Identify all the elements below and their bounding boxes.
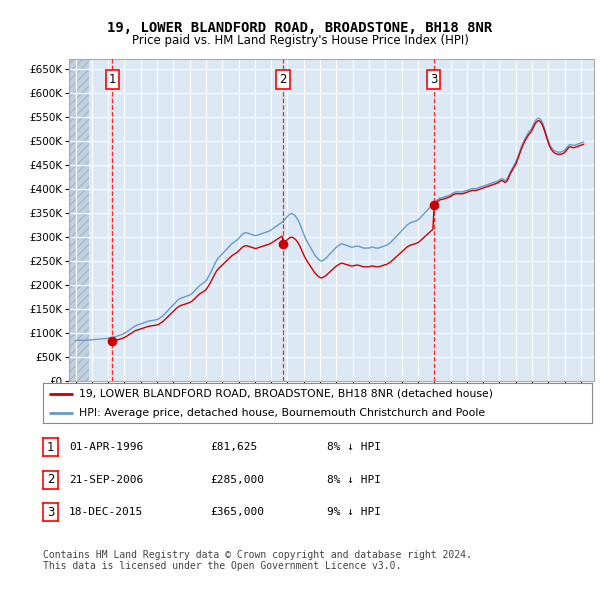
Text: Price paid vs. HM Land Registry's House Price Index (HPI): Price paid vs. HM Land Registry's House … [131,34,469,47]
Text: £285,000: £285,000 [210,475,264,484]
Text: £365,000: £365,000 [210,507,264,517]
Text: 19, LOWER BLANDFORD ROAD, BROADSTONE, BH18 8NR (detached house): 19, LOWER BLANDFORD ROAD, BROADSTONE, BH… [79,389,493,399]
Text: 2: 2 [279,73,287,86]
Text: HPI: Average price, detached house, Bournemouth Christchurch and Poole: HPI: Average price, detached house, Bour… [79,408,485,418]
Text: 8% ↓ HPI: 8% ↓ HPI [327,475,381,484]
Text: 8% ↓ HPI: 8% ↓ HPI [327,442,381,452]
Text: 19, LOWER BLANDFORD ROAD, BROADSTONE, BH18 8NR: 19, LOWER BLANDFORD ROAD, BROADSTONE, BH… [107,21,493,35]
Text: 01-APR-1996: 01-APR-1996 [69,442,143,452]
Text: 2: 2 [47,473,55,486]
Text: 1: 1 [109,73,116,86]
Text: 18-DEC-2015: 18-DEC-2015 [69,507,143,517]
Text: £81,625: £81,625 [210,442,257,452]
Text: 1: 1 [47,441,55,454]
Text: 21-SEP-2006: 21-SEP-2006 [69,475,143,484]
Text: Contains HM Land Registry data © Crown copyright and database right 2024.
This d: Contains HM Land Registry data © Crown c… [43,550,472,572]
Text: 3: 3 [47,506,55,519]
Text: 3: 3 [430,73,437,86]
Text: 9% ↓ HPI: 9% ↓ HPI [327,507,381,517]
